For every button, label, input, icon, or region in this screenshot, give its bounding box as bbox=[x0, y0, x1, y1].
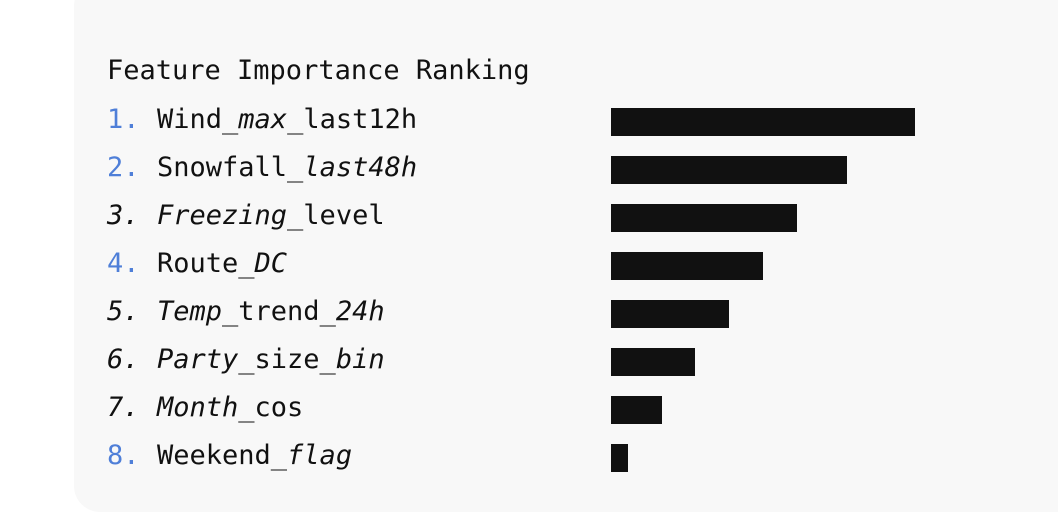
importance-bar bbox=[611, 444, 628, 472]
rank-number: 4. bbox=[107, 248, 140, 279]
rank-number: 1. bbox=[107, 104, 140, 135]
rank-number: 2. bbox=[107, 152, 140, 183]
rank-number: 3. bbox=[107, 200, 140, 231]
feature-label: Freezing_level bbox=[157, 200, 385, 231]
feature-row: 1. Wind_max_last12h bbox=[107, 96, 1007, 144]
feature-row: 6. Party_size_bin bbox=[107, 336, 1007, 384]
feature-label: Wind_max_last12h bbox=[157, 104, 418, 135]
importance-bar bbox=[611, 108, 915, 136]
importance-bar bbox=[611, 252, 763, 280]
feature-row: 2. Snowfall_last48h bbox=[107, 144, 1007, 192]
feature-label: Party_size_bin bbox=[157, 344, 385, 375]
chart-panel bbox=[74, 0, 1058, 512]
rank-number: 5. bbox=[107, 296, 140, 327]
importance-bar bbox=[611, 348, 695, 376]
feature-label: Weekend_flag bbox=[157, 440, 353, 471]
feature-label: Month_cos bbox=[157, 392, 304, 423]
feature-label: Snowfall_last48h bbox=[157, 152, 418, 183]
feature-row: 8. Weekend_flag bbox=[107, 432, 1007, 480]
chart-title: Feature Importance Ranking bbox=[107, 55, 530, 86]
importance-bar bbox=[611, 204, 797, 232]
importance-bar bbox=[611, 396, 662, 424]
feature-row: 3. Freezing_level bbox=[107, 192, 1007, 240]
rank-number: 6. bbox=[107, 344, 140, 375]
feature-label: Route_DC bbox=[157, 248, 288, 279]
importance-bar bbox=[611, 300, 729, 328]
feature-row: 4. Route_DC bbox=[107, 240, 1007, 288]
feature-row: 5. Temp_trend_24h bbox=[107, 288, 1007, 336]
feature-label: Temp_trend_24h bbox=[157, 296, 385, 327]
importance-bar bbox=[611, 156, 847, 184]
rank-number: 8. bbox=[107, 440, 140, 471]
rank-number: 7. bbox=[107, 392, 140, 423]
feature-row: 7. Month_cos bbox=[107, 384, 1007, 432]
